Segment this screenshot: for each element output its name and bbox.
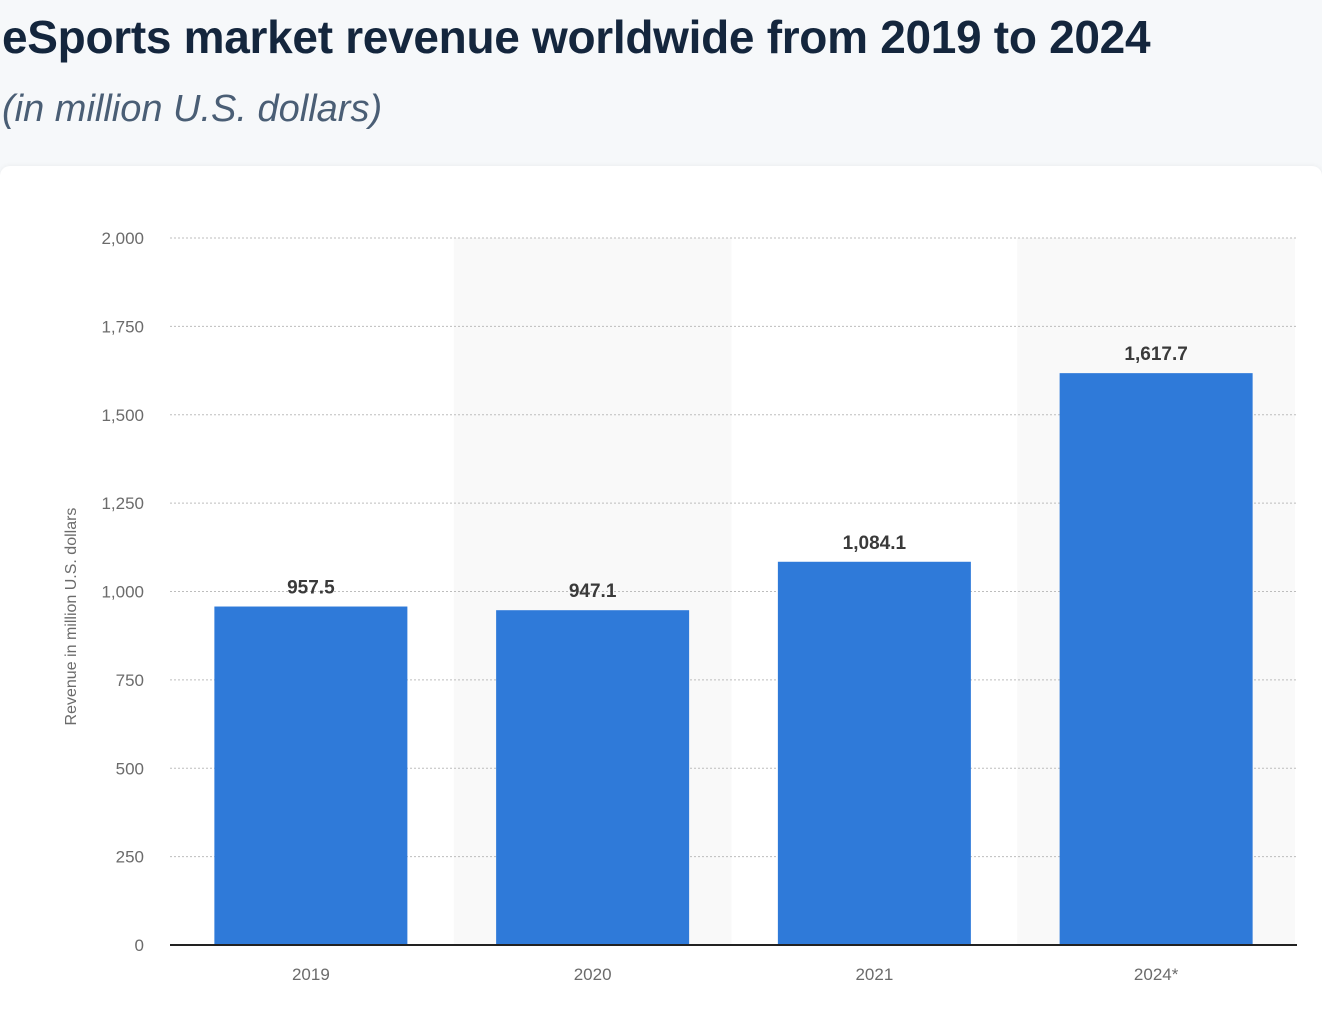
y-axis-label: Revenue in million U.S. dollars bbox=[63, 508, 80, 726]
y-tick-label: 2,000 bbox=[101, 229, 144, 248]
bar-2021[interactable] bbox=[777, 561, 971, 945]
y-tick-label: 1,750 bbox=[101, 317, 144, 336]
y-tick-label: 1,250 bbox=[101, 494, 144, 513]
bar-2024*[interactable] bbox=[1059, 373, 1253, 945]
chart-title: eSports market revenue worldwide from 20… bbox=[2, 11, 1151, 63]
chart-card: 957.5 947.1 1,084.1 1,617.7 0 250 500 750 1,000… bbox=[0, 166, 1322, 1010]
y-tick-label: 500 bbox=[116, 759, 144, 778]
data-label: 1,617.7 bbox=[1124, 344, 1187, 365]
x-tick-label: 2024* bbox=[1134, 965, 1179, 984]
x-tick-label: 2021 bbox=[855, 965, 893, 984]
data-label: 957.5 bbox=[287, 578, 335, 599]
y-tick-label: 1,000 bbox=[101, 583, 144, 602]
y-tick-label: 0 bbox=[135, 936, 144, 955]
y-tick-label: 750 bbox=[116, 671, 144, 690]
data-label: 947.1 bbox=[569, 581, 617, 602]
bar-2019[interactable] bbox=[214, 606, 408, 945]
y-tick-label: 1,500 bbox=[101, 406, 144, 425]
bar-2020[interactable] bbox=[496, 610, 690, 945]
y-tick-label: 250 bbox=[116, 848, 144, 867]
chart-subtitle: (in million U.S. dollars) bbox=[2, 88, 383, 130]
x-tick-label: 2019 bbox=[292, 965, 330, 984]
bar-chart: 957.5 947.1 1,084.1 1,617.7 0 250 500 750 1,000… bbox=[63, 229, 1297, 984]
x-tick-label: 2020 bbox=[574, 965, 612, 984]
data-label: 1,084.1 bbox=[843, 533, 907, 554]
